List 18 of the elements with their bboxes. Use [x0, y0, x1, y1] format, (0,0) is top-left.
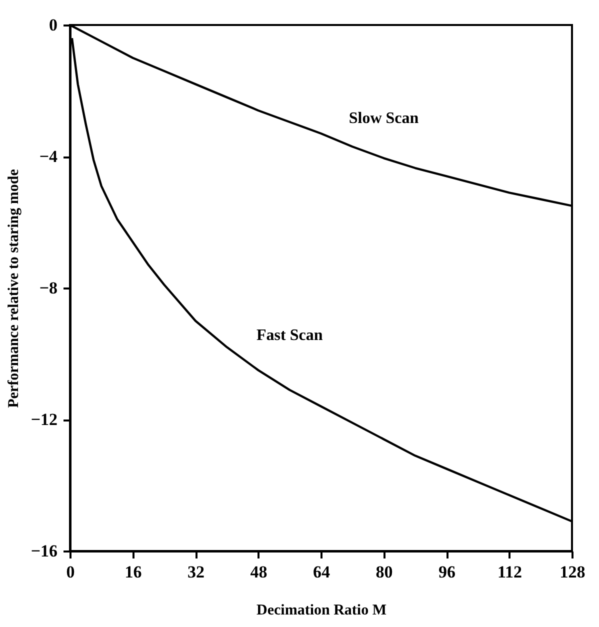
y-tick-label: −8 — [39, 278, 58, 298]
x-tick-label: 32 — [188, 562, 204, 582]
y-tick-label: −4 — [39, 147, 58, 166]
x-tick-label: 112 — [497, 562, 522, 582]
y-tick-label: −16 — [30, 542, 58, 560]
x-tick-label: 16 — [124, 562, 142, 582]
x-axis-title: Decimation Ratio M — [256, 602, 386, 618]
x-tick-label: 96 — [438, 562, 456, 582]
y-axis-title: Performance relative to staring mode — [6, 168, 22, 408]
x-tick-label: 0 — [66, 562, 75, 582]
series-label: Fast Scan — [256, 326, 323, 344]
x-tick-label: 80 — [376, 562, 393, 582]
y-tick-label: −12 — [30, 410, 58, 429]
y-tick-label: 0 — [49, 16, 58, 34]
series-label: Slow Scan — [348, 110, 419, 128]
x-tick-label: 128 — [560, 562, 586, 582]
x-tick-label: 64 — [313, 562, 330, 582]
x-tick-label: 48 — [250, 562, 268, 582]
